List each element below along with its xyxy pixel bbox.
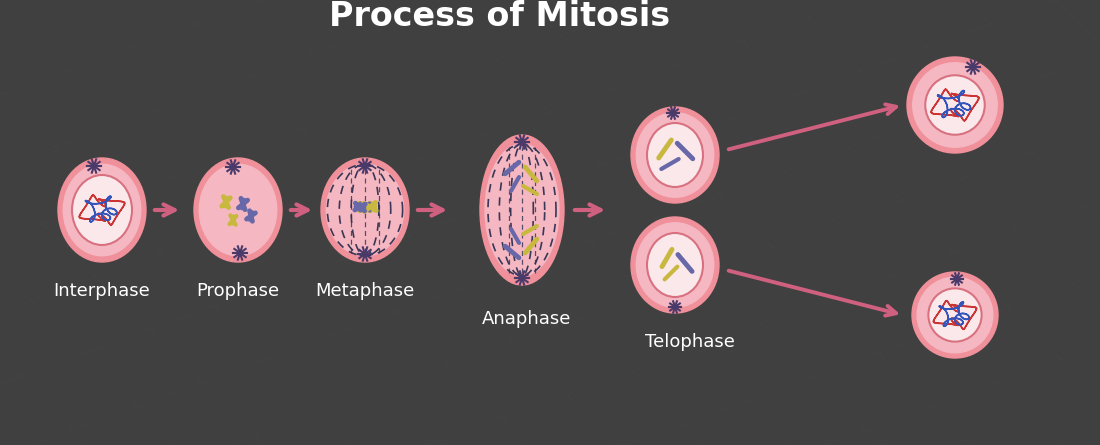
Circle shape <box>913 63 998 147</box>
Ellipse shape <box>647 233 703 297</box>
Circle shape <box>912 272 998 358</box>
Ellipse shape <box>321 158 409 262</box>
Text: Telophase: Telophase <box>645 333 735 351</box>
Ellipse shape <box>636 223 714 307</box>
Ellipse shape <box>631 217 719 313</box>
Ellipse shape <box>72 175 132 245</box>
Text: Prophase: Prophase <box>197 282 279 300</box>
Ellipse shape <box>64 164 141 256</box>
Circle shape <box>917 277 993 353</box>
Ellipse shape <box>631 107 719 203</box>
Circle shape <box>908 57 1003 153</box>
Ellipse shape <box>327 164 404 256</box>
Ellipse shape <box>647 123 703 187</box>
Circle shape <box>925 75 985 135</box>
Text: Interphase: Interphase <box>54 282 151 300</box>
Ellipse shape <box>58 158 146 262</box>
Text: Anaphase: Anaphase <box>482 310 572 328</box>
Circle shape <box>928 288 981 342</box>
Ellipse shape <box>636 113 714 197</box>
Text: Process of Mitosis: Process of Mitosis <box>329 0 671 33</box>
Ellipse shape <box>480 135 564 285</box>
Ellipse shape <box>199 164 277 256</box>
Text: Metaphase: Metaphase <box>316 282 415 300</box>
Ellipse shape <box>485 144 559 276</box>
Ellipse shape <box>194 158 282 262</box>
